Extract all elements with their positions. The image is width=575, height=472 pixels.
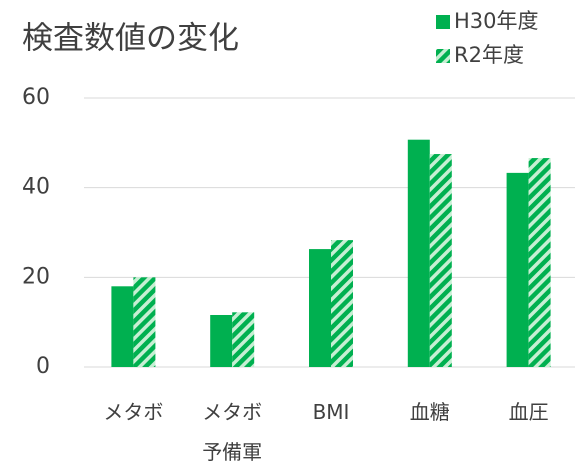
x-tick-label: 血糖 <box>409 400 450 424</box>
x-tick-label: 血圧 <box>508 400 549 424</box>
y-tick-label: 0 <box>36 354 50 379</box>
legend-label: R2年度 <box>454 43 524 67</box>
bar <box>407 139 430 367</box>
y-tick-label: 40 <box>22 175 50 200</box>
bar <box>210 314 233 367</box>
x-tick-label: メタボ <box>103 400 164 424</box>
y-tick-label: 60 <box>22 85 50 110</box>
bar <box>309 249 331 367</box>
x-tick-label: BMI <box>312 400 350 424</box>
x-tick-label: メタボ 予備軍 <box>202 400 263 464</box>
bar <box>429 154 452 367</box>
bar <box>331 240 353 367</box>
bar <box>528 158 551 367</box>
legend-swatch <box>436 15 450 29</box>
bar <box>232 312 255 367</box>
bar <box>506 172 529 367</box>
y-tick-label: 20 <box>22 264 50 289</box>
legend-swatch <box>436 49 450 63</box>
bar <box>133 277 156 367</box>
legend-label: H30年度 <box>454 9 539 33</box>
bar <box>111 286 134 367</box>
chart-title: 検査数値の変化 <box>22 21 239 57</box>
